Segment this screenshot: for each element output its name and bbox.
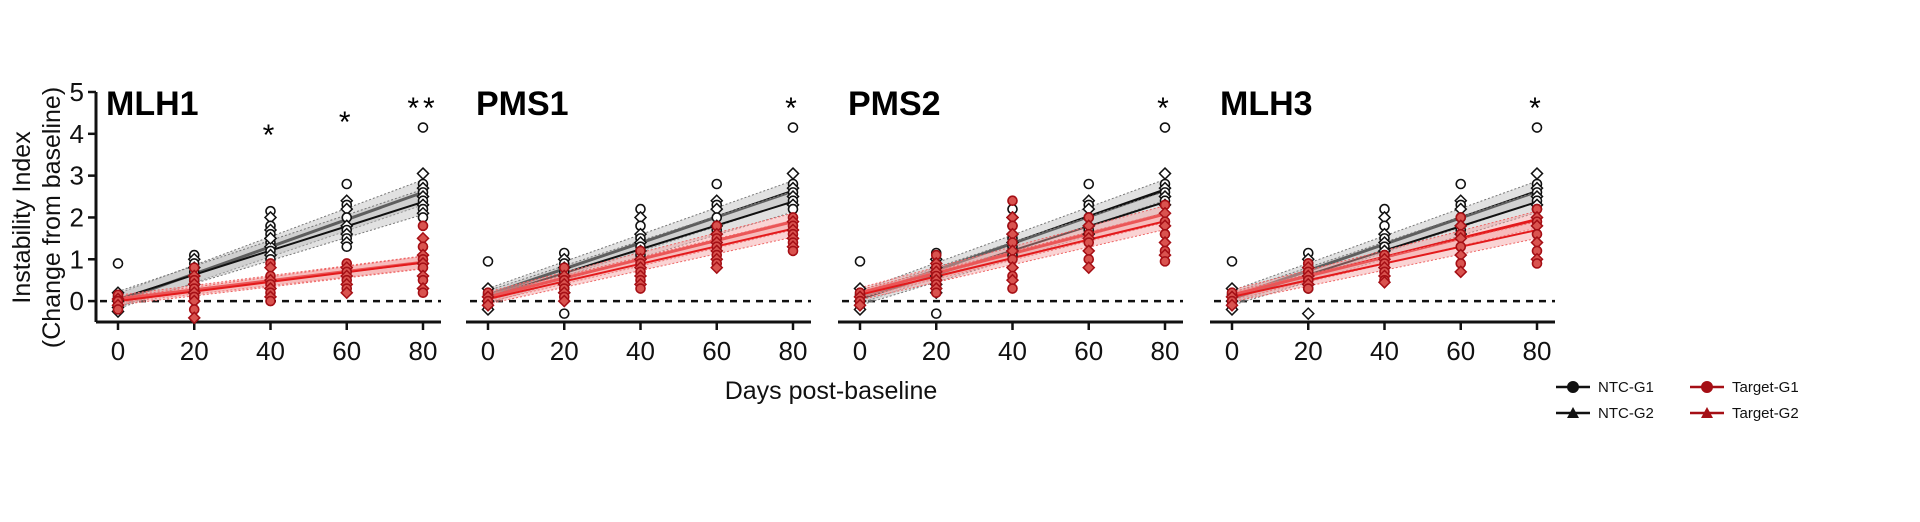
panel-pms2: 0 20 40 60 80 PMS2 * — [838, 85, 1183, 366]
data-point-target — [1302, 283, 1314, 294]
legend-label: Target-G1 — [1732, 379, 1799, 396]
panel-mlh3: 0 20 40 60 80 MLH3 * — [1210, 85, 1555, 366]
legend-marker-circle — [1701, 381, 1713, 393]
data-point-target — [557, 294, 571, 308]
data-point-target — [417, 287, 429, 299]
data-point-target — [1007, 195, 1018, 207]
x-tick-label: 60 — [702, 336, 731, 366]
legend-marker-triangle — [1567, 407, 1579, 418]
data-point-ntc — [1530, 166, 1544, 181]
data-point-target — [930, 287, 942, 299]
x-tick-label: 40 — [256, 336, 285, 366]
panel-title: PMS1 — [476, 85, 569, 123]
legend-label: NTC-G1 — [1598, 379, 1654, 396]
data-point-ntc — [558, 308, 570, 319]
data-point-target — [187, 311, 201, 325]
x-tick-label: 60 — [1446, 336, 1475, 366]
legend-label: NTC-G2 — [1598, 405, 1654, 422]
data-point-ntc — [416, 166, 430, 181]
legend-marker-triangle — [1701, 407, 1713, 418]
data-point-target — [481, 298, 495, 312]
legend-marker-circle — [1567, 381, 1579, 393]
data-point-target — [1082, 261, 1096, 275]
data-point-ntc — [1455, 178, 1467, 190]
data-point-ntc — [1531, 122, 1543, 133]
x-tick-label: 80 — [1523, 336, 1552, 366]
data-point-ntc — [787, 122, 799, 133]
x-tick-label: 0 — [481, 336, 495, 366]
x-tick-label: 60 — [332, 336, 361, 366]
x-tick-label: 40 — [626, 336, 655, 366]
y-axis-title-line-2: (Change from baseline) — [38, 87, 66, 348]
x-tick-label: 80 — [409, 336, 438, 366]
data-point-target — [112, 304, 124, 315]
y-tick-label: 3 — [70, 161, 84, 191]
x-tick-label: 60 — [1074, 336, 1103, 366]
data-point-target — [265, 295, 276, 307]
data-point-target — [1225, 298, 1239, 312]
significance-marker: ** — [407, 92, 438, 125]
data-point-ntc — [341, 178, 353, 190]
y-tick-label: 0 — [70, 286, 84, 316]
x-tick-label: 40 — [1370, 336, 1399, 366]
y-tick-label: 4 — [70, 119, 84, 149]
data-point-target — [635, 283, 646, 294]
data-point-ntc — [1083, 178, 1095, 190]
data-point-ntc — [1159, 122, 1171, 133]
x-tick-label: 0 — [111, 336, 125, 366]
data-point-target — [710, 261, 724, 275]
y-tick-label: 2 — [70, 202, 84, 232]
data-point-target — [853, 298, 867, 312]
x-tick-label: 80 — [1151, 336, 1180, 366]
x-tick-label: 80 — [779, 336, 808, 366]
data-point-ntc — [341, 241, 353, 253]
data-point-ntc — [1301, 307, 1315, 321]
legend: NTC-G1 Target-G1 NTC-G2 Target-G2 — [1556, 379, 1799, 422]
data-point-target — [1007, 283, 1018, 294]
panel-title: PMS2 — [848, 85, 941, 123]
legend-label: Target-G2 — [1732, 405, 1799, 422]
x-tick-label: 0 — [853, 336, 867, 366]
data-point-target — [340, 286, 354, 300]
data-point-ntc — [854, 256, 866, 267]
data-point-ntc — [417, 122, 429, 133]
x-axis-title: Days post-baseline — [725, 377, 938, 405]
data-point-ntc — [482, 256, 494, 267]
data-point-ntc — [930, 308, 942, 319]
y-axis-title-line-1: Instability Index — [8, 131, 36, 304]
panel-title: MLH1 — [106, 85, 199, 123]
data-point-ntc — [786, 166, 800, 181]
panel-pms1: 0 20 40 60 80 PMS1 * — [466, 85, 811, 366]
x-tick-label: 20 — [1294, 336, 1323, 366]
significance-marker: * — [1157, 92, 1173, 125]
x-tick-label: 20 — [550, 336, 579, 366]
data-point-ntc — [112, 258, 124, 269]
data-point-target — [1454, 265, 1468, 279]
data-point-target — [1531, 258, 1543, 269]
significance-marker: * — [263, 119, 279, 152]
significance-marker: * — [785, 92, 801, 125]
data-point-ntc — [711, 178, 723, 190]
data-point-ntc — [1158, 166, 1172, 181]
x-tick-label: 0 — [1225, 336, 1239, 366]
data-point-target — [417, 220, 429, 232]
data-point-target — [1377, 275, 1392, 289]
y-tick-label: 1 — [70, 244, 84, 274]
data-point-ntc — [263, 231, 278, 245]
x-tick-label: 20 — [180, 336, 209, 366]
y-tick-label: 5 — [70, 77, 84, 107]
significance-marker: * — [339, 106, 355, 139]
x-tick-label: 40 — [998, 336, 1027, 366]
data-point-target — [787, 245, 799, 257]
panel-title: MLH3 — [1220, 85, 1313, 123]
x-tick-label: 20 — [922, 336, 951, 366]
data-point-ntc — [1226, 256, 1238, 267]
significance-marker: * — [1529, 92, 1545, 125]
data-point-target — [1159, 256, 1171, 267]
